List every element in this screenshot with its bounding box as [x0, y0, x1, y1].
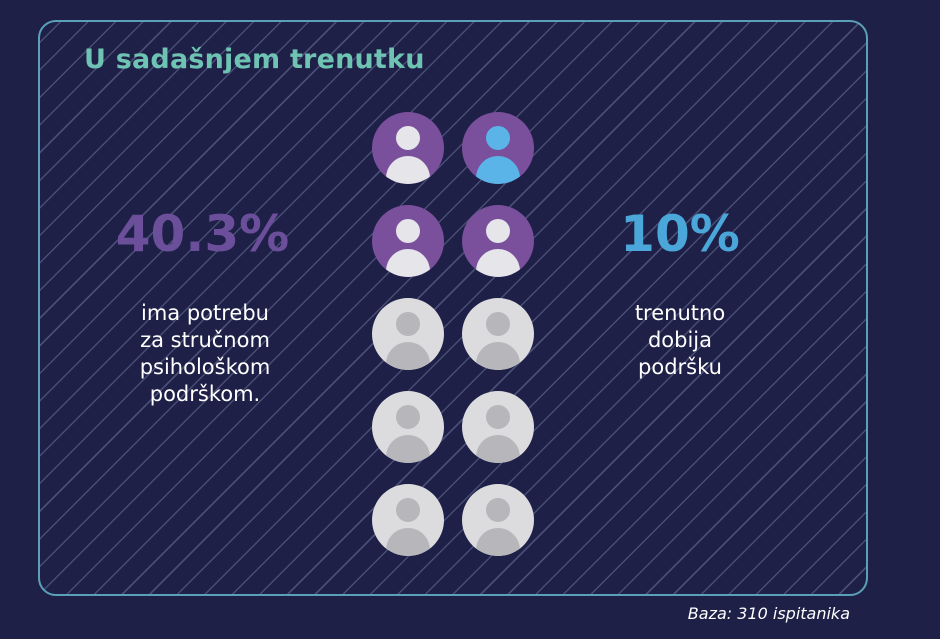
person-body-icon	[386, 156, 430, 184]
stat-support-line: dobija	[647, 328, 713, 352]
person-body-icon	[476, 249, 520, 277]
person-head-icon	[486, 126, 510, 150]
person-head-icon	[486, 405, 510, 429]
person-head-icon	[396, 219, 420, 243]
stat-support-line: podršku	[638, 355, 722, 379]
person-body-icon	[476, 156, 520, 184]
person-icon-none	[462, 391, 534, 463]
person-icon-none	[372, 298, 444, 370]
person-head-icon	[396, 126, 420, 150]
person-body-icon	[386, 342, 430, 370]
base-note: Baza: 310 ispitanika	[687, 604, 850, 623]
person-body-icon	[476, 435, 520, 463]
stat-support-description: trenutno dobija podršku	[600, 300, 760, 381]
stat-support-line: trenutno	[634, 301, 726, 325]
person-body-icon	[476, 528, 520, 556]
infographic-card	[38, 20, 868, 596]
stat-need-line: za stručnom	[140, 328, 270, 352]
stat-need-percent: 40.3%	[115, 205, 290, 263]
person-body-icon	[476, 342, 520, 370]
person-head-icon	[486, 219, 510, 243]
person-icon-none	[462, 298, 534, 370]
stat-need-description: ima potrebu za stručnom psihološkom podr…	[110, 300, 300, 408]
person-icon-none	[462, 484, 534, 556]
person-head-icon	[396, 405, 420, 429]
person-icon-need	[372, 112, 444, 184]
person-body-icon	[386, 435, 430, 463]
person-head-icon	[486, 498, 510, 522]
person-icon-need	[372, 205, 444, 277]
person-icon-none	[372, 391, 444, 463]
stat-need-line: ima potrebu	[141, 301, 269, 325]
chart-title: U sadašnjem trenutku	[84, 44, 425, 75]
person-head-icon	[396, 498, 420, 522]
stat-support-percent: 10%	[620, 205, 740, 263]
person-body-icon	[386, 528, 430, 556]
person-icon-support	[462, 112, 534, 184]
person-head-icon	[396, 312, 420, 336]
person-icon-need	[462, 205, 534, 277]
person-head-icon	[486, 312, 510, 336]
stat-need-line: podrškom.	[149, 382, 261, 406]
person-icon-none	[372, 484, 444, 556]
stat-need-line: psihološkom	[139, 355, 271, 379]
person-body-icon	[386, 249, 430, 277]
